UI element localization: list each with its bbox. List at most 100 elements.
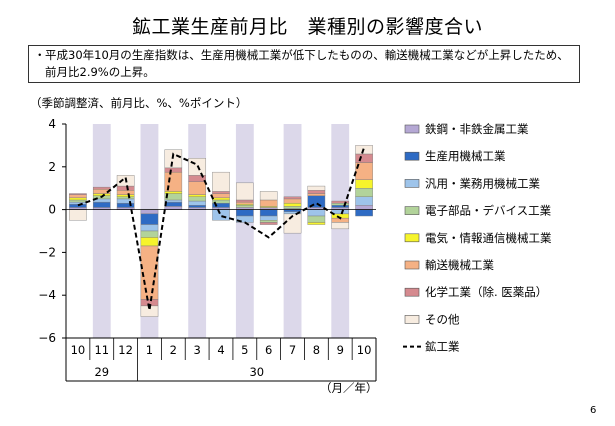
legend-swatch bbox=[404, 151, 420, 161]
legend-swatch bbox=[404, 179, 420, 188]
bar-segment bbox=[236, 209, 254, 217]
y-tick-label: −6 bbox=[38, 331, 56, 345]
bar-segment bbox=[188, 181, 206, 195]
bar-segment bbox=[307, 209, 326, 217]
bars-layer bbox=[69, 145, 373, 317]
summary-text: 平成30年10月の生産指数は、生産用機械工業が低下したものの、輸送機械工業などが… bbox=[45, 48, 569, 79]
y-tick-label: −2 bbox=[38, 245, 56, 259]
unit-label: （月／年） bbox=[320, 381, 378, 395]
bar-segment bbox=[188, 205, 206, 208]
x-tick-label: 6 bbox=[265, 343, 272, 357]
bar-segment bbox=[331, 205, 350, 208]
x-tick-label: 3 bbox=[193, 343, 200, 357]
bar-segment bbox=[259, 222, 278, 225]
x-tick-label: 5 bbox=[241, 343, 248, 357]
bar-segment bbox=[307, 222, 326, 225]
y-tick-label: 4 bbox=[48, 117, 56, 131]
bar-segment bbox=[355, 187, 373, 197]
bar-segment bbox=[236, 182, 254, 201]
bar-segment bbox=[307, 185, 326, 191]
x-tick-label: 11 bbox=[94, 343, 109, 357]
x-tick-label: 1 bbox=[146, 343, 153, 357]
bar-segment bbox=[307, 190, 326, 194]
bar-segment bbox=[69, 209, 87, 221]
bar-segment bbox=[259, 191, 278, 201]
bar-segment bbox=[355, 179, 373, 189]
x-tick-label: 4 bbox=[217, 343, 224, 357]
bar-segment bbox=[140, 213, 159, 225]
legend-label: その他 bbox=[425, 312, 460, 326]
bar-segment bbox=[236, 199, 254, 203]
bar-segment bbox=[355, 196, 373, 206]
bar-segment bbox=[355, 205, 373, 210]
bar-segment bbox=[307, 215, 326, 223]
chart-note: （季節調整済、前月比、%、%ポイント） bbox=[30, 96, 248, 110]
x-tick-label: 9 bbox=[337, 343, 344, 357]
bar-segment bbox=[140, 209, 159, 215]
x-tick-label: 2 bbox=[170, 343, 177, 357]
bar-segment bbox=[116, 196, 135, 200]
bar-segment bbox=[212, 171, 230, 192]
year-label: 30 bbox=[249, 365, 264, 379]
y-tick-label: 2 bbox=[48, 160, 56, 174]
bar-segment bbox=[212, 209, 230, 221]
bar-segment bbox=[283, 196, 302, 200]
bar-segment bbox=[212, 197, 230, 201]
legend-label: 鉄鋼・非鉄金属工業 bbox=[425, 122, 529, 136]
y-tick-label: 0 bbox=[48, 203, 56, 217]
bar-segment bbox=[69, 193, 87, 195]
legend-swatch bbox=[404, 206, 420, 215]
bar-segment bbox=[140, 230, 159, 238]
bar-segment bbox=[259, 199, 278, 207]
bar-segment bbox=[164, 201, 183, 207]
legend-label: 鉱工業 bbox=[425, 340, 460, 354]
shaded-band bbox=[235, 124, 254, 338]
year-label: 29 bbox=[94, 365, 109, 379]
legend-label: 汎用・業務用機械工業 bbox=[425, 176, 540, 190]
bar-segment bbox=[69, 194, 87, 199]
x-tick-label: 10 bbox=[71, 343, 86, 357]
bar-segment bbox=[355, 153, 373, 163]
bar-segment bbox=[307, 193, 326, 196]
legend-swatch bbox=[404, 124, 420, 134]
summary-bullet: ・ bbox=[34, 48, 46, 62]
bar-segment bbox=[69, 201, 87, 205]
legend-label: 輸送機械工業 bbox=[425, 258, 494, 272]
bar-segment bbox=[283, 202, 302, 207]
bar-segment bbox=[69, 197, 87, 201]
bar-segment bbox=[283, 198, 302, 204]
bar-segment bbox=[116, 194, 135, 197]
bar-segment bbox=[212, 193, 230, 199]
bar-segment bbox=[140, 237, 159, 247]
bar-segment bbox=[236, 201, 254, 205]
shaded-band bbox=[92, 124, 111, 338]
bar-segment bbox=[92, 193, 111, 196]
bar-segment bbox=[259, 209, 278, 217]
legend-swatch bbox=[404, 233, 420, 243]
bar-segment bbox=[331, 222, 350, 230]
x-tick-label: 10 bbox=[357, 343, 372, 357]
bar-segment bbox=[92, 201, 111, 208]
bar-segment bbox=[212, 191, 230, 194]
bar-segment bbox=[188, 196, 206, 202]
bar-segment bbox=[140, 224, 159, 232]
legend: 鉄鋼・非鉄金属工業生産用機械工業汎用・業務用機械工業電子部品・デバイス工業電気・… bbox=[403, 122, 552, 354]
x-tick-label: 12 bbox=[118, 343, 133, 357]
bar-segment bbox=[188, 194, 206, 197]
legend-swatch bbox=[404, 260, 420, 270]
bar-segment bbox=[283, 206, 302, 209]
legend-label: 化学工業（除. 医薬品） bbox=[425, 285, 547, 299]
legend-swatch bbox=[404, 287, 420, 297]
bar-segment bbox=[116, 185, 135, 191]
bar-segment bbox=[331, 200, 350, 204]
shaded-band bbox=[331, 124, 350, 338]
bar-segment bbox=[188, 200, 206, 206]
bar-segment bbox=[259, 215, 278, 221]
x-tick-label: 8 bbox=[313, 343, 320, 357]
bar-segment bbox=[164, 199, 183, 203]
shading-layer bbox=[92, 124, 350, 338]
bar-segment bbox=[69, 199, 87, 203]
summary-box: ・ 平成30年10月の生産指数は、生産用機械工業が低下したものの、輸送機械工業な… bbox=[28, 45, 580, 83]
bar-segment bbox=[164, 206, 183, 210]
